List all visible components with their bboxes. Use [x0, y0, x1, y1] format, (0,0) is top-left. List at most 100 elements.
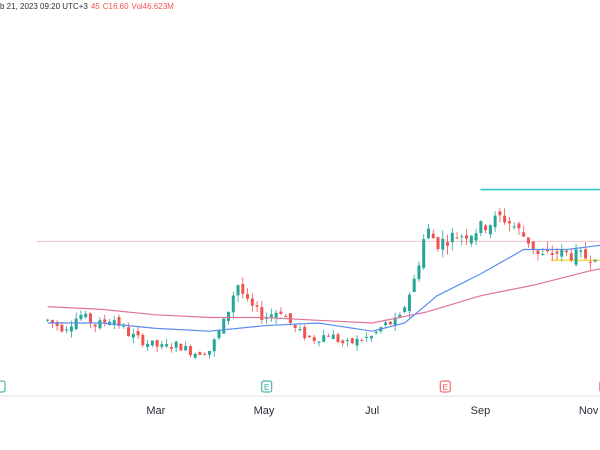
- candle-body-109: [565, 250, 569, 253]
- ma-slow-line: [47, 268, 600, 324]
- x-tick-sep: Sep: [471, 405, 491, 417]
- candle-body-78: [417, 265, 421, 280]
- candle-body-92: [484, 225, 488, 231]
- candle-body-60: [331, 334, 335, 339]
- candle-body-100: [522, 232, 526, 237]
- candle-body-19: [136, 331, 140, 336]
- event-badge-3[interactable]: [0, 380, 6, 393]
- ohlc-header: b 21, 2023 09:20 UTC+3 45 C16.60 Vol46.623M: [0, 2, 177, 11]
- candle-body-81: [431, 233, 435, 239]
- candle-body-59: [326, 335, 330, 337]
- candle-body-15: [117, 317, 121, 326]
- candle-body-63: [346, 340, 350, 342]
- candle-body-14: [112, 320, 116, 326]
- candle-body-12: [103, 319, 107, 323]
- candle-body-31: [193, 353, 197, 358]
- candle-body-28: [179, 343, 183, 351]
- candle-body-88: [465, 235, 469, 239]
- candle-body-107: [555, 251, 559, 254]
- event-badge-0[interactable]: E: [261, 380, 273, 393]
- candle-body-55: [307, 335, 311, 338]
- candle-body-83: [441, 238, 445, 250]
- candle-body-20: [141, 334, 145, 346]
- ma-fast-line: [47, 244, 600, 332]
- candle-body-18: [131, 333, 135, 338]
- candle-body-62: [341, 340, 345, 344]
- candle-body-80: [426, 228, 430, 239]
- candle-body-49: [279, 311, 283, 314]
- candle-body-42: [246, 294, 250, 299]
- event-badge-frame-1: [439, 380, 451, 393]
- candle-body-29: [184, 346, 188, 351]
- x-tick-nov: Nov: [579, 405, 599, 417]
- candle-body-74: [398, 314, 402, 318]
- candle-body-58: [322, 335, 326, 342]
- candle-body-17: [127, 327, 131, 337]
- header-volume: Vol46.623M: [131, 2, 174, 11]
- event-badge-letter-0: E: [264, 383, 269, 392]
- candle-body-90: [474, 233, 478, 241]
- candle-body-35: [212, 339, 216, 352]
- candle-body-37: [222, 318, 226, 334]
- candle-body-75: [403, 307, 407, 312]
- candle-body-38: [227, 311, 231, 321]
- candle-body-87: [460, 236, 464, 238]
- candle-body-115: [593, 259, 597, 262]
- header-close: C16.60: [102, 2, 129, 11]
- x-tick-jul: Jul: [365, 405, 379, 417]
- candle-body-61: [336, 334, 340, 342]
- candle-body-25: [165, 344, 169, 347]
- candle-body-98: [512, 226, 516, 228]
- candle-body-101: [526, 237, 530, 244]
- candle-body-99: [517, 223, 521, 229]
- candle-body-68: [369, 336, 373, 339]
- candle-body-48: [274, 312, 278, 318]
- candle-body-111: [574, 249, 578, 265]
- candle-body-36: [217, 330, 221, 338]
- candle-body-0: [46, 319, 50, 321]
- candle-body-103: [536, 250, 540, 255]
- candle-body-108: [560, 249, 564, 257]
- candle-body-67: [365, 336, 369, 338]
- candle-body-32: [198, 352, 202, 355]
- candle-body-84: [446, 242, 450, 246]
- candle-body-51: [288, 313, 292, 323]
- candle-body-72: [388, 321, 392, 325]
- candle-body-52: [293, 325, 297, 328]
- event-badge-1[interactable]: E: [439, 380, 451, 393]
- candle-body-22: [150, 340, 154, 346]
- candle-body-21: [146, 343, 150, 347]
- candle-body-56: [312, 337, 316, 342]
- candle-body-77: [412, 278, 416, 292]
- candle-body-104: [541, 254, 545, 256]
- candle-body-57: [317, 341, 321, 343]
- candle-body-53: [298, 329, 302, 331]
- candle-body-114: [588, 261, 592, 263]
- candle-body-79: [422, 239, 426, 268]
- x-tick-mar: Mar: [146, 405, 165, 417]
- candle-body-54: [303, 326, 307, 339]
- candle-body-95: [498, 211, 502, 216]
- candle-body-7: [79, 314, 83, 320]
- candle-body-82: [436, 237, 440, 250]
- candle-body-112: [579, 250, 583, 252]
- candle-body-105: [545, 249, 549, 252]
- candle-body-9: [88, 313, 92, 324]
- candle-body-71: [384, 322, 388, 326]
- candle-body-3: [60, 324, 64, 332]
- header-datetime: b 21, 2023 09:20 UTC+3: [0, 2, 88, 11]
- candle-body-40: [236, 285, 240, 296]
- event-badge-letter-1: E: [443, 383, 448, 392]
- candle-body-43: [250, 298, 254, 306]
- candle-body-27: [174, 341, 178, 348]
- candle-body-23: [155, 340, 159, 347]
- candle-body-91: [479, 221, 483, 234]
- candle-body-89: [469, 235, 473, 244]
- candle-body-1: [50, 320, 54, 323]
- candle-body-76: [407, 294, 411, 311]
- candle-body-6: [74, 318, 78, 330]
- candle-body-34: [207, 351, 211, 355]
- header-ohlc-fragment: 45: [90, 2, 100, 11]
